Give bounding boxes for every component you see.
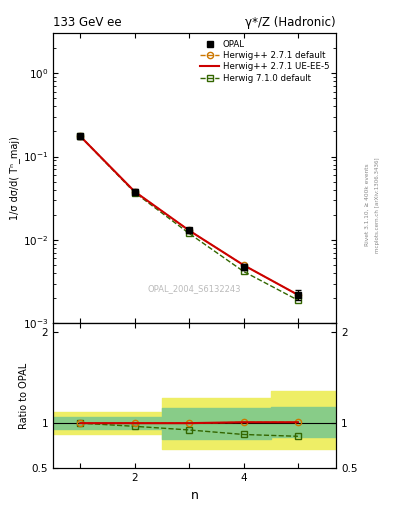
- Text: Rivet 3.1.10, ≥ 400k events: Rivet 3.1.10, ≥ 400k events: [365, 163, 370, 246]
- X-axis label: n: n: [191, 489, 198, 502]
- Legend: OPAL, Herwig++ 2.7.1 default, Herwig++ 2.7.1 UE-EE-5, Herwig 7.1.0 default: OPAL, Herwig++ 2.7.1 default, Herwig++ 2…: [198, 37, 332, 85]
- Text: OPAL_2004_S6132243: OPAL_2004_S6132243: [148, 284, 241, 293]
- Text: 133 GeV ee: 133 GeV ee: [53, 16, 122, 29]
- Y-axis label: Ratio to OPAL: Ratio to OPAL: [19, 363, 29, 429]
- Y-axis label: 1/σ dσ/d( Tⁿ_maj): 1/σ dσ/d( Tⁿ_maj): [9, 136, 20, 220]
- Text: γ*/Z (Hadronic): γ*/Z (Hadronic): [245, 16, 336, 29]
- Text: mcplots.cern.ch [arXiv:1306.3436]: mcplots.cern.ch [arXiv:1306.3436]: [375, 157, 380, 252]
